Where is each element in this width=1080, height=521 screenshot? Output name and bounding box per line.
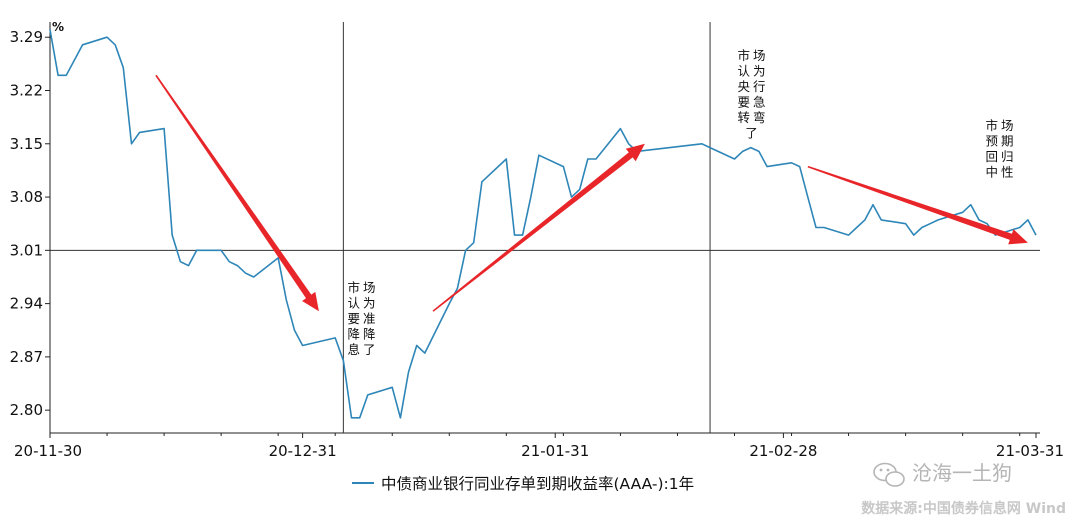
annotation-line: 转弯	[737, 110, 768, 125]
annotation-line: 息了	[347, 342, 378, 357]
x-tick-label: 20-11-30	[14, 442, 82, 460]
annotation-line: 市场	[737, 48, 768, 63]
x-tick-label: 21-02-28	[749, 442, 817, 460]
annotation-line: 要急	[737, 95, 768, 110]
y-tick-label: 3.15	[10, 135, 43, 153]
annotation-line: 要准	[347, 311, 378, 326]
y-tick-label: 2.87	[10, 348, 43, 366]
watermark: 沧海一土狗	[873, 461, 1012, 487]
y-tick-label: 3.01	[10, 241, 43, 259]
y-tick-label: 2.80	[10, 401, 43, 419]
y-tick-label: 3.08	[10, 188, 43, 206]
legend: 中债商业银行同业存单到期收益率(AAA-):1年	[352, 475, 694, 493]
annotation-line: 市场	[347, 280, 378, 295]
x-tick-label: 21-03-31	[996, 442, 1064, 460]
annotation-line: 央行	[737, 79, 768, 94]
annotation-line: 市场	[985, 118, 1016, 133]
watermark-text: 沧海一土狗	[912, 461, 1012, 485]
x-tick-label: 20-12-31	[269, 442, 337, 460]
annotation-line: 降降	[347, 327, 378, 342]
data-source: 数据来源:中国债券信息网 Wind	[861, 500, 1066, 517]
annotation-line: 回归	[985, 149, 1016, 164]
annotation-line: 预期	[985, 134, 1016, 149]
trend-arrow	[432, 143, 645, 312]
y-tick-label: 2.94	[10, 295, 43, 313]
trend-arrow	[155, 74, 319, 312]
y-unit-label: %	[52, 20, 64, 34]
annotation-line: 中性	[985, 165, 1016, 180]
y-tick-label: 3.22	[10, 82, 43, 100]
trend-arrow	[807, 165, 1028, 245]
wechat-icon	[873, 462, 905, 487]
annotation-line: 了	[745, 126, 761, 141]
annotation-line: 认为	[347, 296, 378, 311]
series-line	[49, 29, 1037, 419]
y-tick-label: 3.29	[10, 28, 43, 46]
annotation-line: 认为	[737, 64, 768, 79]
x-tick-label: 21-01-31	[521, 442, 589, 460]
legend-label: 中债商业银行同业存单到期收益率(AAA-):1年	[381, 475, 694, 493]
